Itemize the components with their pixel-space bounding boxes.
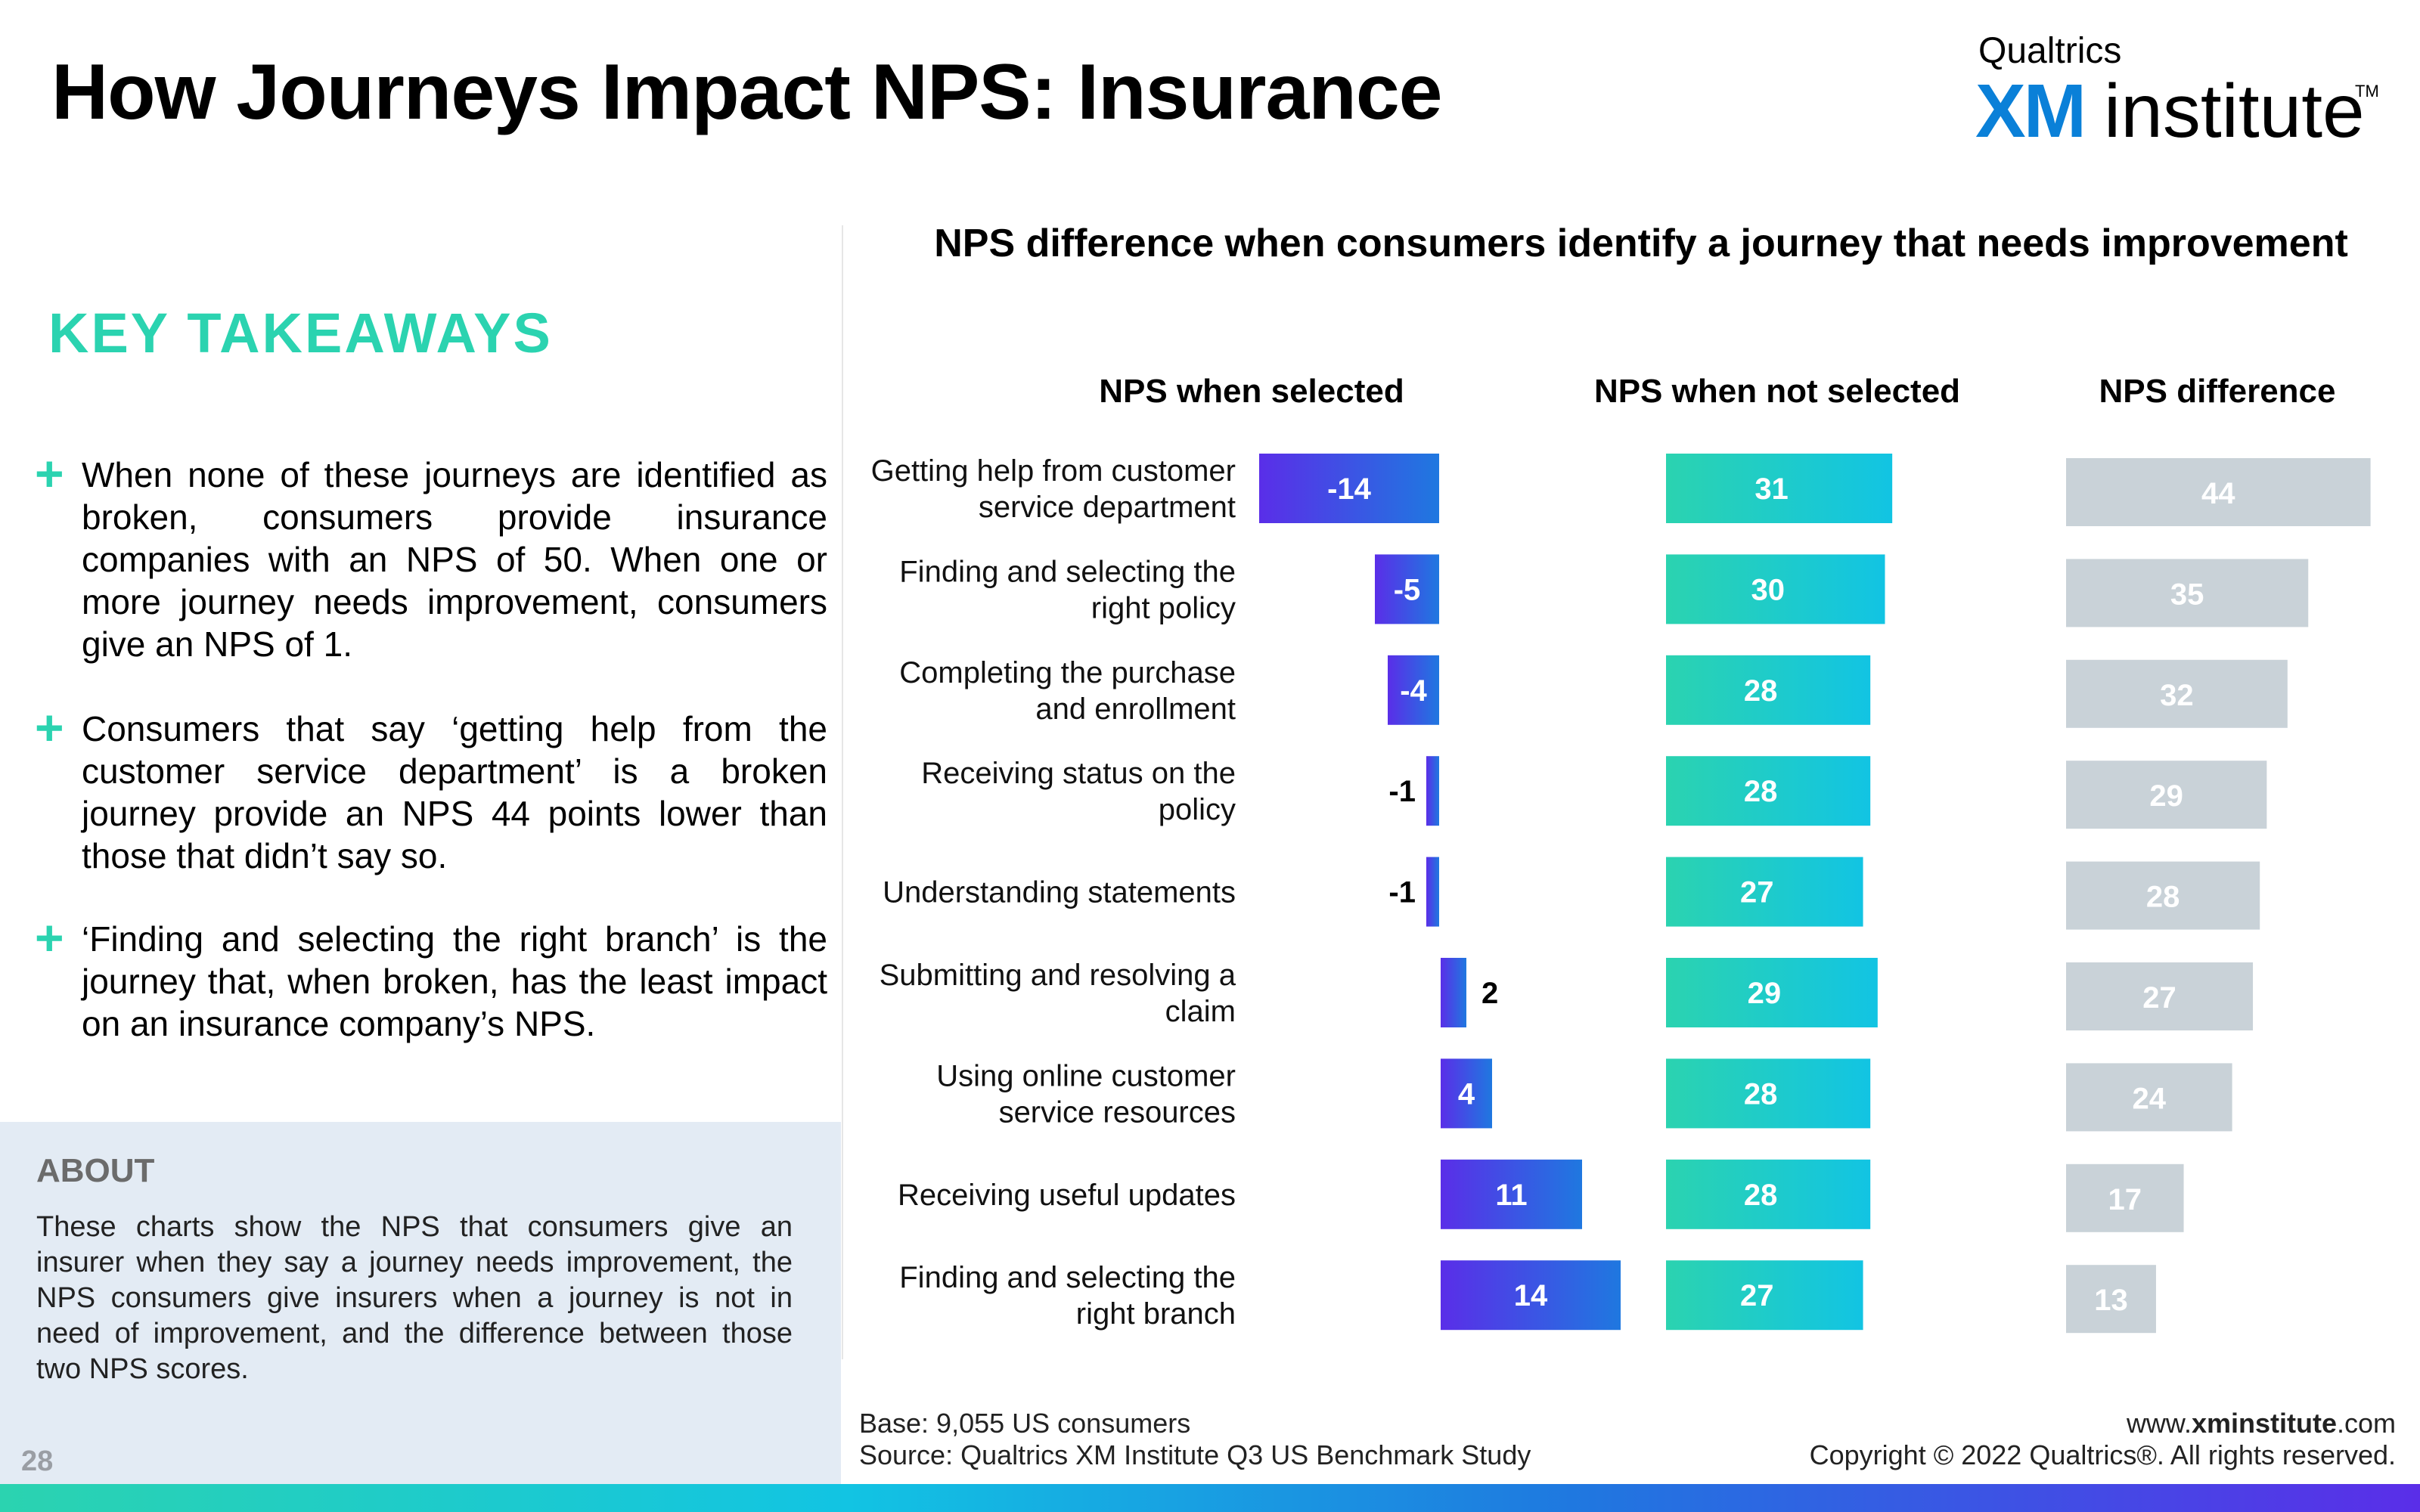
base-note: Base: 9,055 US consumers [859, 1408, 1191, 1439]
bar-selected [1426, 857, 1439, 927]
series-header-3: NPS difference [2099, 373, 2336, 410]
about-text: These charts show the NPS that consumers… [36, 1211, 793, 1385]
bar-selected [1441, 1260, 1621, 1331]
plus-icon: + [35, 699, 64, 755]
about-panel [0, 1122, 841, 1485]
bar-difference [2066, 559, 2309, 627]
category-label: Completing the purchase and enrollment [899, 656, 1236, 726]
takeaway-text: When none of these journeys are identifi… [82, 455, 827, 664]
website-domain: xminstitute [2191, 1408, 2337, 1439]
category-label: Understanding statements [883, 876, 1236, 909]
bar-not-selected [1666, 857, 1863, 927]
bar-selected [1388, 655, 1439, 725]
label-selected: 4 [1458, 1077, 1475, 1111]
category-label: Using online customer service resources [936, 1059, 1236, 1129]
bar-difference [2066, 458, 2371, 526]
label-difference: 13 [2094, 1284, 2128, 1317]
bar-not-selected [1666, 655, 1871, 725]
bar-difference [2066, 962, 2254, 1030]
plus-icon: + [35, 445, 64, 501]
label-not-selected: 28 [1744, 1077, 1778, 1111]
label-not-selected: 28 [1744, 674, 1778, 708]
label-not-selected: 30 [1751, 573, 1786, 606]
category-label: Receiving useful updates [898, 1179, 1236, 1212]
label-not-selected: 27 [1740, 876, 1774, 909]
bar-not-selected [1666, 756, 1871, 826]
bar-selected [1441, 1058, 1492, 1129]
bar-not-selected [1666, 454, 1893, 523]
label-not-selected: 28 [1744, 1179, 1778, 1212]
website-prefix: www. [2126, 1408, 2192, 1439]
label-selected: 14 [1514, 1279, 1548, 1312]
label-selected: -4 [1400, 674, 1427, 708]
category-label: Receiving status on the policy [921, 757, 1236, 826]
label-difference: 28 [2146, 881, 2180, 914]
column-divider [842, 225, 843, 1359]
category-label: Finding and selecting the right branch [899, 1261, 1236, 1331]
label-not-selected: 29 [1748, 977, 1782, 1010]
page-number: 28 [21, 1445, 54, 1477]
bar-selected [1375, 554, 1439, 624]
label-not-selected: 31 [1754, 472, 1789, 506]
label-selected: 11 [1495, 1179, 1527, 1212]
bar-difference [2066, 761, 2267, 829]
logo-trademark: TM [2355, 82, 2379, 101]
label-selected: 2 [1481, 977, 1498, 1010]
page-title: How Journeys Impact NPS: Insurance [51, 48, 1443, 136]
bar-not-selected [1666, 554, 1885, 624]
website-suffix: .com [2336, 1408, 2396, 1439]
takeaway-text: Consumers that say ‘getting help from th… [82, 709, 827, 875]
label-selected: -1 [1388, 775, 1416, 808]
label-difference: 35 [2170, 578, 2204, 611]
bar-selected [1426, 756, 1439, 826]
category-label: Getting help from customer service depart… [871, 454, 1236, 524]
series-header-1: NPS when selected [1099, 373, 1404, 410]
bar-not-selected [1666, 1159, 1871, 1229]
label-selected: -1 [1388, 876, 1416, 909]
key-takeaways-heading: KEY TAKEAWAYS [48, 302, 553, 364]
source-note: Source: Qualtrics XM Institute Q3 US Ben… [859, 1439, 1531, 1470]
chart-title: NPS difference when consumers identify a… [934, 222, 2348, 265]
bar-not-selected [1666, 1058, 1871, 1129]
bar-difference [2066, 861, 2260, 930]
label-not-selected: 27 [1740, 1279, 1774, 1312]
bar-not-selected [1666, 958, 1878, 1027]
logo-qualtrics-text: Qualtrics [1978, 31, 2122, 71]
series-header-2: NPS when not selected [1594, 373, 1960, 410]
label-difference: 24 [2133, 1082, 2167, 1115]
bar-difference [2066, 1265, 2156, 1334]
label-selected: -5 [1394, 573, 1421, 606]
bar-selected [1441, 958, 1466, 1027]
copyright: Copyright © 2022 Qualtrics®. All rights … [1809, 1439, 2396, 1470]
bottom-gradient-bar [0, 1484, 2420, 1512]
plus-icon: + [35, 909, 64, 965]
label-difference: 29 [2149, 779, 2183, 813]
bar-selected [1441, 1159, 1582, 1229]
label-difference: 32 [2160, 679, 2194, 712]
bar-selected [1259, 454, 1439, 523]
label-difference: 27 [2142, 981, 2176, 1015]
category-label: Submitting and resolving a claim [880, 959, 1236, 1028]
about-heading: ABOUT [36, 1152, 155, 1189]
bar-difference [2066, 1063, 2232, 1132]
website-link[interactable]: www.xminstitute.com [2127, 1408, 2396, 1439]
label-difference: 17 [2108, 1183, 2142, 1216]
label-selected: -14 [1327, 472, 1372, 506]
logo-xm: XM [1975, 69, 2086, 153]
bar-difference [2066, 659, 2288, 728]
bar-difference [2066, 1163, 2184, 1232]
category-label: Finding and selecting the right policy [899, 555, 1236, 624]
takeaway-text: ‘Finding and selecting the right branch’… [82, 919, 827, 1043]
label-not-selected: 28 [1744, 775, 1778, 808]
logo-institute: institute [2104, 69, 2365, 153]
label-difference: 44 [2201, 477, 2235, 510]
bar-not-selected [1666, 1260, 1863, 1331]
